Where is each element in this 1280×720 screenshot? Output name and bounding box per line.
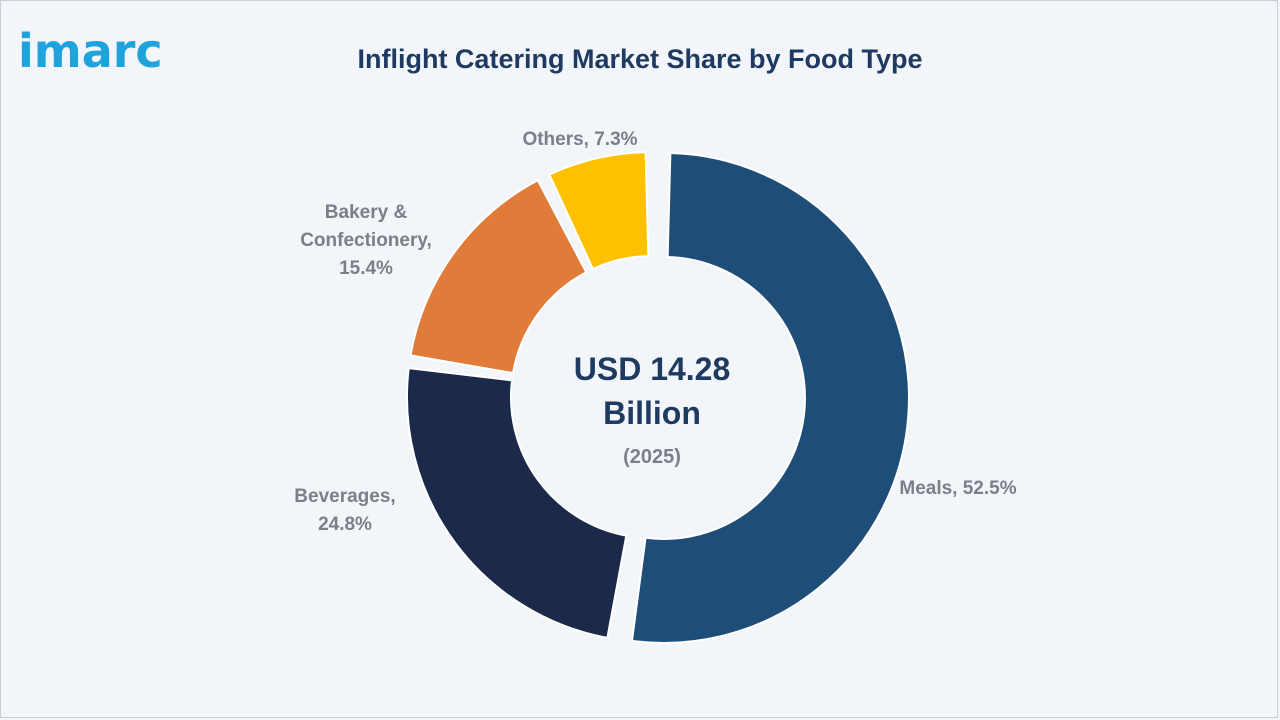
slice-labels: Meals, 52.5% Beverages, 24.8% Bakery & Confe… bbox=[294, 129, 1016, 535]
imarc-logo: imarc bbox=[18, 24, 163, 78]
slice-label-line: Bakery & bbox=[325, 202, 408, 223]
center-year: (2025) bbox=[623, 446, 681, 468]
slice-label-line: Confectionery, bbox=[300, 230, 432, 251]
slice-label-others: Others, 7.3% bbox=[522, 129, 637, 150]
slice-label-line: Others, 7.3% bbox=[522, 129, 637, 150]
chart-title-text: Inflight Catering Market Share by Food T… bbox=[357, 44, 923, 74]
chart-title: Inflight Catering Market Share by Food T… bbox=[0, 44, 1280, 75]
slice-label-meals: Meals, 52.5% bbox=[899, 478, 1016, 499]
slice-meals bbox=[630, 151, 910, 644]
slice-label-beverages: Beverages, 24.8% bbox=[294, 486, 395, 535]
donut-slices bbox=[406, 151, 910, 644]
slice-label-line: 15.4% bbox=[339, 258, 393, 279]
slice-bakery-confectionery bbox=[409, 178, 588, 375]
center-unit: Billion bbox=[603, 395, 701, 431]
slice-label-bakery-confectionery: Bakery & Confectionery, 15.4% bbox=[300, 202, 432, 279]
donut-center: USD 14.28 Billion (2025) bbox=[574, 351, 731, 468]
slice-label-line: Beverages, bbox=[294, 486, 395, 507]
center-value: USD 14.28 bbox=[574, 351, 731, 387]
slice-label-line: Meals, 52.5% bbox=[899, 478, 1016, 499]
slice-others bbox=[547, 151, 650, 271]
slice-beverages bbox=[406, 366, 628, 640]
slice-label-line: 24.8% bbox=[318, 514, 372, 535]
